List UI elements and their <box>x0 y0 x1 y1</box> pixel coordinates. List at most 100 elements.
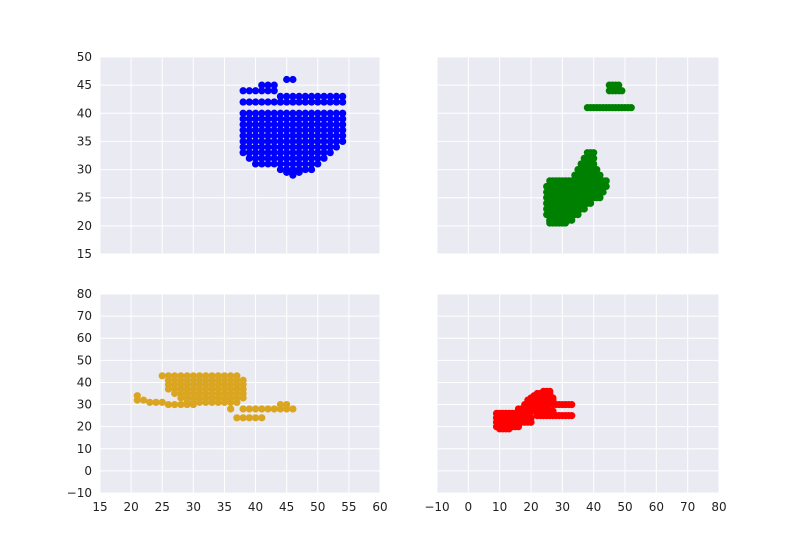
data-point <box>301 165 309 174</box>
plot-background <box>100 57 380 254</box>
data-point <box>307 98 316 106</box>
x-tick-label: 30 <box>186 500 201 514</box>
data-point <box>208 398 216 406</box>
x-tick-label: 70 <box>680 500 695 514</box>
data-point <box>289 154 297 162</box>
data-point <box>283 120 291 129</box>
data-point <box>258 143 266 151</box>
data-point <box>326 109 334 117</box>
data-point <box>339 115 347 123</box>
data-point <box>332 98 341 106</box>
y-tick-label: 50 <box>77 353 92 367</box>
data-point <box>295 120 303 129</box>
data-point <box>307 137 316 146</box>
data-point <box>339 126 347 134</box>
data-point <box>295 126 303 134</box>
data-point <box>258 160 266 168</box>
data-point <box>171 400 179 409</box>
data-point <box>602 182 610 191</box>
data-point <box>314 92 322 100</box>
data-point <box>326 132 334 140</box>
data-point <box>580 205 588 213</box>
data-point <box>615 81 623 89</box>
data-point <box>283 115 291 123</box>
data-point <box>320 132 328 140</box>
data-point <box>283 92 291 100</box>
data-point <box>307 154 316 162</box>
data-point <box>602 177 610 185</box>
data-point <box>339 132 347 140</box>
data-point <box>276 132 285 140</box>
y-tick-label: 30 <box>77 163 92 177</box>
data-point <box>295 168 303 176</box>
data-point <box>301 92 309 100</box>
data-point <box>283 143 291 151</box>
data-point <box>283 137 291 146</box>
y-tick-label: 50 <box>77 50 92 64</box>
data-point <box>332 115 341 123</box>
data-point <box>171 389 179 398</box>
data-point <box>258 87 266 95</box>
data-point <box>505 425 513 433</box>
data-point <box>270 160 278 168</box>
data-point <box>270 149 278 157</box>
x-tick-label: 25 <box>155 500 170 514</box>
data-point <box>264 120 272 129</box>
data-point <box>332 137 341 146</box>
data-point <box>289 109 297 117</box>
data-point <box>239 126 247 134</box>
data-point <box>270 143 278 151</box>
data-point <box>295 109 303 117</box>
data-point <box>214 398 222 406</box>
data-point <box>295 132 303 140</box>
data-point <box>283 75 291 84</box>
data-point <box>301 154 309 162</box>
data-point <box>289 98 297 106</box>
y-tick-label: −10 <box>67 486 92 500</box>
data-point <box>258 137 266 146</box>
data-point <box>264 109 272 117</box>
data-point <box>251 126 260 134</box>
data-point <box>270 132 278 140</box>
data-point <box>258 109 266 117</box>
data-point <box>264 98 272 106</box>
data-point <box>258 132 266 140</box>
data-point <box>289 75 297 84</box>
data-point <box>264 132 272 140</box>
data-point <box>590 160 598 168</box>
data-point <box>332 92 341 100</box>
data-point <box>586 199 595 207</box>
data-point <box>320 149 328 157</box>
data-point <box>301 132 309 140</box>
x-tick-label: 45 <box>279 500 294 514</box>
x-tick-label: 50 <box>310 500 325 514</box>
data-point <box>527 418 535 426</box>
data-point <box>276 115 285 123</box>
data-point <box>339 92 347 100</box>
data-point <box>320 109 328 117</box>
data-point <box>251 137 260 146</box>
data-point <box>618 87 626 95</box>
data-point <box>326 92 334 100</box>
data-point <box>339 120 347 129</box>
data-point <box>314 137 322 146</box>
data-point <box>258 115 266 123</box>
panel-top-left: 15 20 25 30 35 40 45 50 <box>77 50 381 261</box>
data-point <box>264 154 272 162</box>
data-point <box>301 126 309 134</box>
data-point <box>264 115 272 123</box>
data-point <box>245 154 253 162</box>
x-tick-label: 20 <box>523 500 538 514</box>
panel-top-right <box>436 56 720 255</box>
data-point <box>314 98 322 106</box>
data-point <box>326 126 334 134</box>
data-point <box>239 143 247 151</box>
data-point <box>264 149 272 157</box>
x-tick-label: 40 <box>586 500 601 514</box>
data-point <box>326 120 334 129</box>
data-point <box>251 109 260 117</box>
data-point <box>320 92 328 100</box>
data-point <box>301 137 309 146</box>
data-point <box>307 149 316 157</box>
data-point <box>245 143 253 151</box>
